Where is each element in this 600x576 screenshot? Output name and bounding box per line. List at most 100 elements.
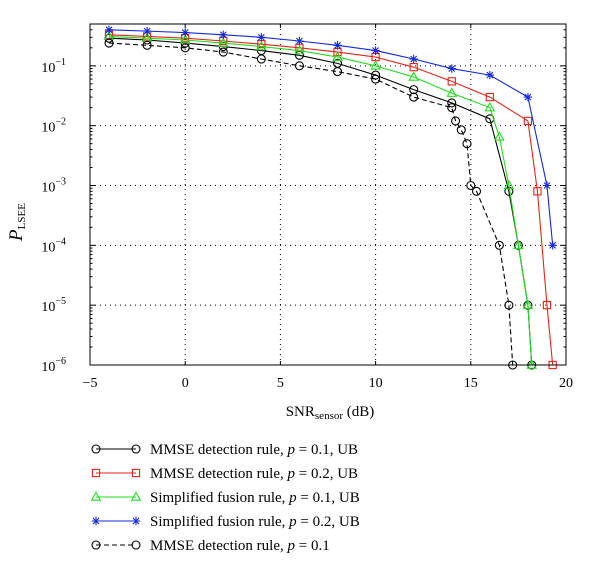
legend-item: MMSE detection rule, p = 0.2, UB [91,466,358,482]
x-tick-label: 5 [277,376,284,391]
data-point [142,40,152,50]
data-point [513,239,524,250]
data-point [181,28,190,37]
tick-layer: −5 0 5 10 15 20 10−6 10−5 10−4 10−3 10−2 10−1 [41,23,573,391]
legend-marker [91,516,101,526]
legend-label: MMSE detection rule, p = 0.2, UB [150,466,358,482]
data-point [257,33,266,42]
y-tick-label: 10−1 [41,57,66,76]
series-2 [104,30,557,370]
series-line [109,29,554,246]
series-4 [104,25,557,250]
legend-marker [91,540,101,550]
y-tick-label: 10−4 [41,236,66,255]
data-point [219,30,228,39]
data-point [294,61,304,71]
data-point [522,299,534,309]
legend-marker [131,468,141,478]
y-tick-label: 10−5 [41,296,66,315]
legend-marker [90,491,102,501]
data-point [180,43,190,53]
legend-label: MMSE detection rule, p = 0.1, UB [150,442,358,458]
data-point [447,103,457,113]
data-point [548,241,557,250]
legend-marker [131,516,141,526]
data-point [409,92,419,102]
data-point [409,63,418,72]
data-point [104,38,114,48]
legend-label: MMSE detection rule, p = 0.1 [150,538,330,554]
data-point [371,74,381,84]
series-3 [103,30,538,369]
series-line [109,37,533,366]
x-tick-label: 0 [182,376,189,391]
data-point [494,131,505,141]
data-point [523,116,533,126]
series-line [109,34,554,366]
legend-marker [91,444,101,454]
data-point [466,180,476,191]
legend-item: MMSE detection rule, p = 0.1 [91,538,330,554]
series-line [109,35,533,366]
y-tick-label: 10−2 [41,117,66,136]
data-point [332,51,343,61]
data-point [533,187,542,196]
data-point [485,70,495,80]
data-point [371,46,380,55]
data-point [218,47,228,57]
data-point [408,71,420,81]
data-point [462,139,472,149]
legend-item: Simplified fusion rule, p = 0.1, UB [90,490,360,506]
data-point [333,41,342,50]
data-point [447,98,457,108]
data-point [484,101,496,112]
series-layer [103,25,557,370]
data-point [456,125,466,135]
legend-marker [130,491,142,501]
data-point [542,301,552,310]
data-point [409,54,418,64]
data-point [104,25,114,34]
x-tick-label: 10 [369,376,383,391]
x-tick-label: 15 [464,376,478,391]
data-point [142,26,152,36]
data-point [542,181,552,190]
data-point [504,300,514,310]
data-point [370,60,381,70]
plot-frame [89,23,567,366]
data-point [494,240,504,250]
legend-marker [131,444,141,454]
data-point [447,64,456,73]
y-tick-label: 10−3 [41,176,66,195]
data-point [256,40,267,51]
data-point [295,36,304,46]
legend-item: MMSE detection rule, p = 0.1, UB [91,442,358,458]
data-point [485,92,494,102]
data-point [217,37,229,47]
series-5 [104,38,518,370]
data-point [523,92,533,102]
data-point [451,116,461,126]
data-point [256,54,266,64]
data-point [179,34,191,44]
data-point [471,186,482,196]
data-point [371,70,381,80]
data-point [503,179,515,190]
data-point [446,87,458,97]
data-point [526,359,538,369]
legend-marker [131,540,141,550]
y-tick-label: 10−6 [41,356,66,375]
grid-layer [90,24,566,365]
series-line [109,42,514,366]
data-point [447,77,456,86]
legend: MMSE detection rule, p = 0.1, UB MMSE det… [90,442,360,554]
x-axis-label: SNRsensor (dB) [286,404,375,422]
legend-label: Simplified fusion rule, p = 0.1, UB [150,490,360,506]
data-point [332,67,343,77]
x-tick-label: 20 [559,376,573,391]
x-tick-label: −5 [83,376,98,391]
legend-item: Simplified fusion rule, p = 0.2, UB [91,514,360,530]
y-axis-label: PLSEE [6,203,28,242]
legend-label: Simplified fusion rule, p = 0.2, UB [150,514,360,530]
